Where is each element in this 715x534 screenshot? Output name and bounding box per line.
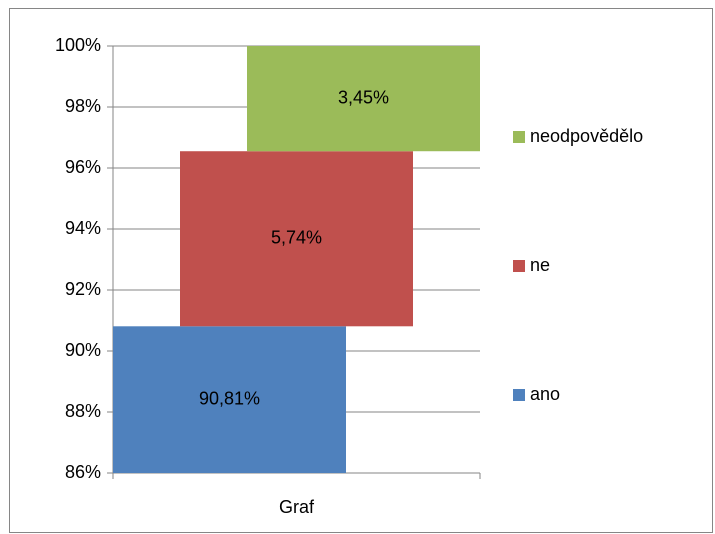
x-tick-label: Graf bbox=[279, 497, 315, 517]
bar-segment bbox=[113, 326, 346, 473]
bar-segment bbox=[180, 151, 413, 327]
y-tick-label: 92% bbox=[65, 279, 101, 299]
data-label: 3,45% bbox=[338, 87, 389, 107]
y-tick-label: 96% bbox=[65, 157, 101, 177]
y-tick-label: 86% bbox=[65, 462, 101, 482]
data-label: 5,74% bbox=[271, 228, 322, 248]
y-tick-label: 94% bbox=[65, 218, 101, 238]
y-tick-label: 98% bbox=[65, 96, 101, 116]
y-tick-label: 100% bbox=[55, 35, 101, 55]
legend-swatch bbox=[513, 389, 525, 401]
legend-swatch bbox=[513, 131, 525, 143]
legend-label: neodpovědělo bbox=[530, 126, 643, 146]
legend-label: ne bbox=[530, 255, 550, 275]
y-tick-label: 90% bbox=[65, 340, 101, 360]
data-label: 90,81% bbox=[199, 388, 260, 408]
bar-segment bbox=[247, 46, 480, 152]
legend-swatch bbox=[513, 260, 525, 272]
y-tick-label: 88% bbox=[65, 401, 101, 421]
legend-label: ano bbox=[530, 384, 560, 404]
